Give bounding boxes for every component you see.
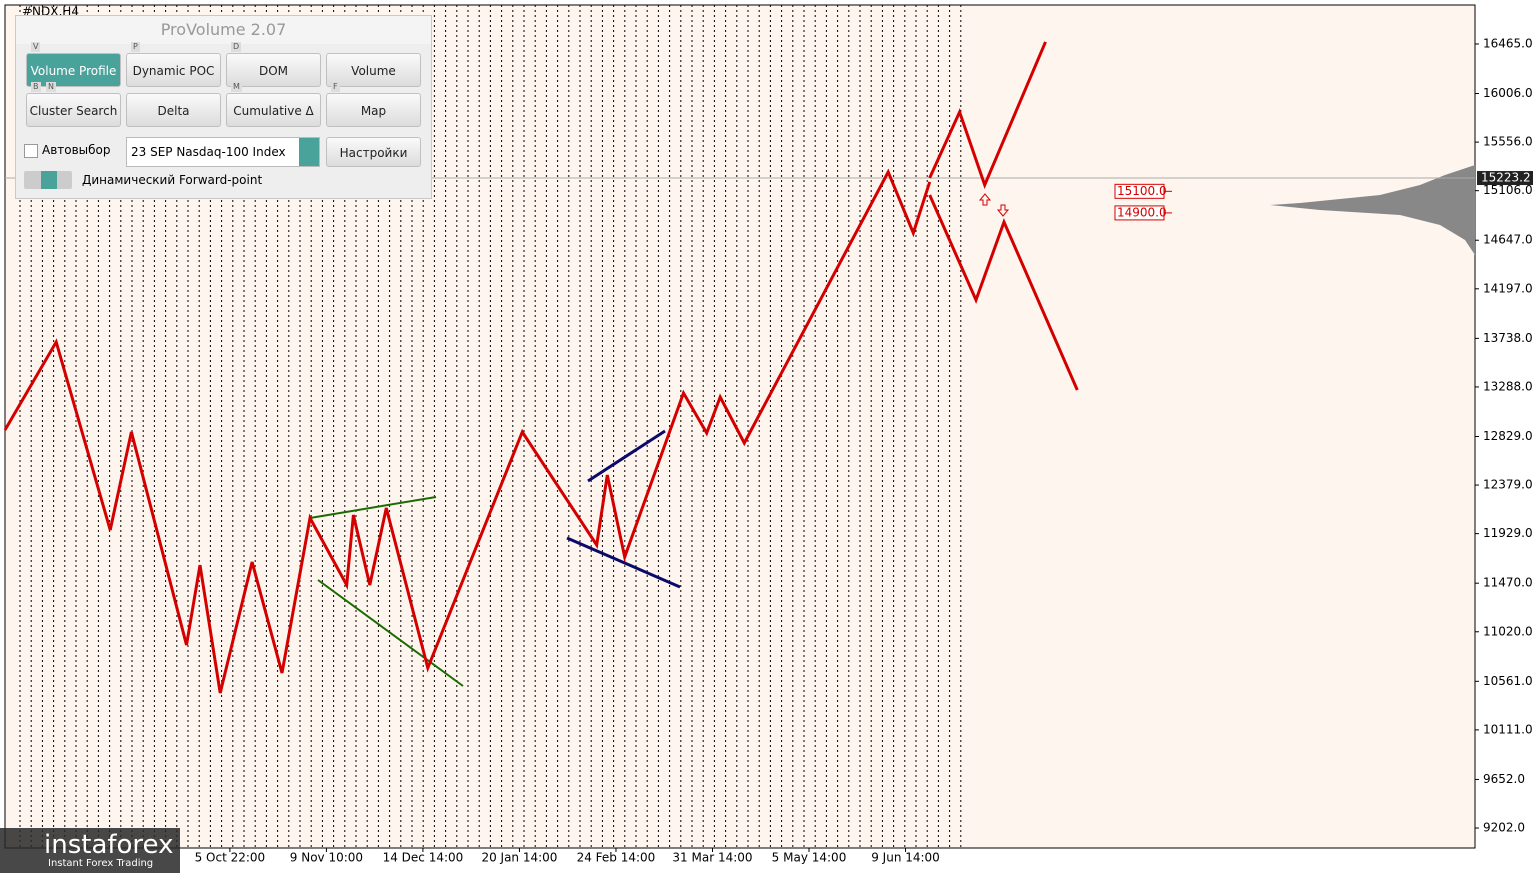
button-label: DOM — [258, 64, 289, 78]
y-tick-label: 11929.0 — [1483, 526, 1533, 540]
tool-button[interactable]: Delta — [126, 93, 221, 127]
y-tick-label: 12379.0 — [1483, 478, 1533, 492]
down-arrow — [996, 204, 1010, 217]
button-label: Cumulative Δ — [233, 104, 314, 118]
button-key: P — [131, 42, 140, 52]
y-tick-label: 14197.0 — [1483, 281, 1533, 295]
tool-button[interactable]: Volume Profile V — [26, 42, 121, 87]
logo: instaforex Instant Forex Trading — [0, 828, 180, 873]
volume-profile — [1270, 165, 1475, 255]
level-label: 14900.0 — [1117, 205, 1167, 219]
x-tick-label: 5 Oct 22:00 — [195, 851, 266, 865]
y-tick-label: 13738.0 — [1483, 331, 1533, 345]
up-arrow — [978, 193, 992, 206]
toggle-label: Динамический Forward-point — [82, 173, 263, 187]
y-tick-label: 15556.0 — [1483, 135, 1533, 149]
button-label: Cluster Search — [29, 104, 118, 118]
zigzag-line — [928, 194, 1079, 391]
y-tick-label: 16465.0 — [1483, 36, 1533, 50]
level-box — [1114, 183, 1165, 199]
x-tick-label: 20 Jan 14:00 — [481, 851, 557, 865]
y-tick-label: 9652.0 — [1483, 772, 1525, 786]
checkbox[interactable]: Автовыбор — [24, 143, 111, 158]
trendline — [566, 536, 681, 589]
current-price-label: 15223.2 — [1481, 171, 1531, 185]
logo-name: instaforex — [44, 830, 174, 860]
button-key: N — [46, 82, 56, 92]
y-tick-label: 14647.0 — [1483, 233, 1533, 247]
tool-button[interactable]: Map F — [326, 82, 421, 127]
button-key: F — [331, 82, 340, 92]
y-tick-label: 15106.0 — [1483, 183, 1533, 197]
level-box — [1114, 205, 1165, 221]
toggle[interactable] — [24, 171, 72, 189]
x-tick-label: 31 Mar 14:00 — [672, 851, 752, 865]
button-key: B — [31, 82, 41, 92]
button-label: Volume — [351, 64, 396, 78]
trendline — [317, 579, 464, 687]
button-key: V — [31, 42, 41, 52]
button-key: M — [231, 82, 242, 92]
x-tick-label: 14 Dec 14:00 — [383, 851, 464, 865]
button-label: Delta — [157, 104, 190, 118]
x-tick-label: 9 Jun 14:00 — [871, 851, 940, 865]
level-label: 15100.0 — [1117, 184, 1167, 198]
instrument-select[interactable]: 23 SEP Nasdaq-100 Index — [126, 137, 320, 167]
tool-button[interactable]: Dynamic POC P — [126, 42, 221, 87]
x-tick-label: 9 Nov 10:00 — [290, 851, 363, 865]
settings-button[interactable]: Настройки — [326, 137, 421, 167]
y-tick-label: 10561.0 — [1483, 674, 1533, 688]
instrument: 23 SEP Nasdaq-100 Index — [131, 145, 286, 159]
zigzag-line — [3, 168, 932, 694]
panel-title: ProVolume 2.07 — [16, 16, 431, 44]
checkbox-label: Автовыбор — [42, 143, 111, 157]
tool-button[interactable]: Cumulative Δ M — [226, 82, 321, 127]
button-label: Map — [360, 104, 387, 118]
y-tick-label: 11470.0 — [1483, 576, 1533, 590]
x-tick-label: 24 Feb 14:00 — [577, 851, 656, 865]
button-key: D — [231, 42, 242, 52]
y-tick-label: 13288.0 — [1483, 379, 1533, 393]
button-label: Dynamic POC — [132, 64, 215, 78]
button-label: Volume Profile — [30, 64, 117, 78]
x-tick-label: 5 May 14:00 — [772, 851, 847, 865]
tool-button[interactable]: Cluster Search B N — [26, 82, 121, 127]
tool-button[interactable]: DOM D — [226, 42, 321, 87]
provolume-panel: ProVolume 2.07 Volume Profile V Dynamic PO… — [15, 15, 432, 199]
y-tick-label: 12829.0 — [1483, 429, 1533, 443]
current-price-box — [1477, 171, 1533, 186]
y-tick-label: 16006.0 — [1483, 86, 1533, 100]
trendline — [309, 496, 437, 519]
tool-button[interactable]: Volume — [326, 53, 421, 87]
trendline — [587, 429, 666, 483]
y-tick-label: 9202.0 — [1483, 821, 1525, 835]
y-tick-label: 11020.0 — [1483, 624, 1533, 638]
logo-tagline: Instant Forex Trading — [48, 858, 154, 869]
zigzag-line — [928, 41, 1047, 190]
y-tick-label: 10111.0 — [1483, 722, 1533, 736]
